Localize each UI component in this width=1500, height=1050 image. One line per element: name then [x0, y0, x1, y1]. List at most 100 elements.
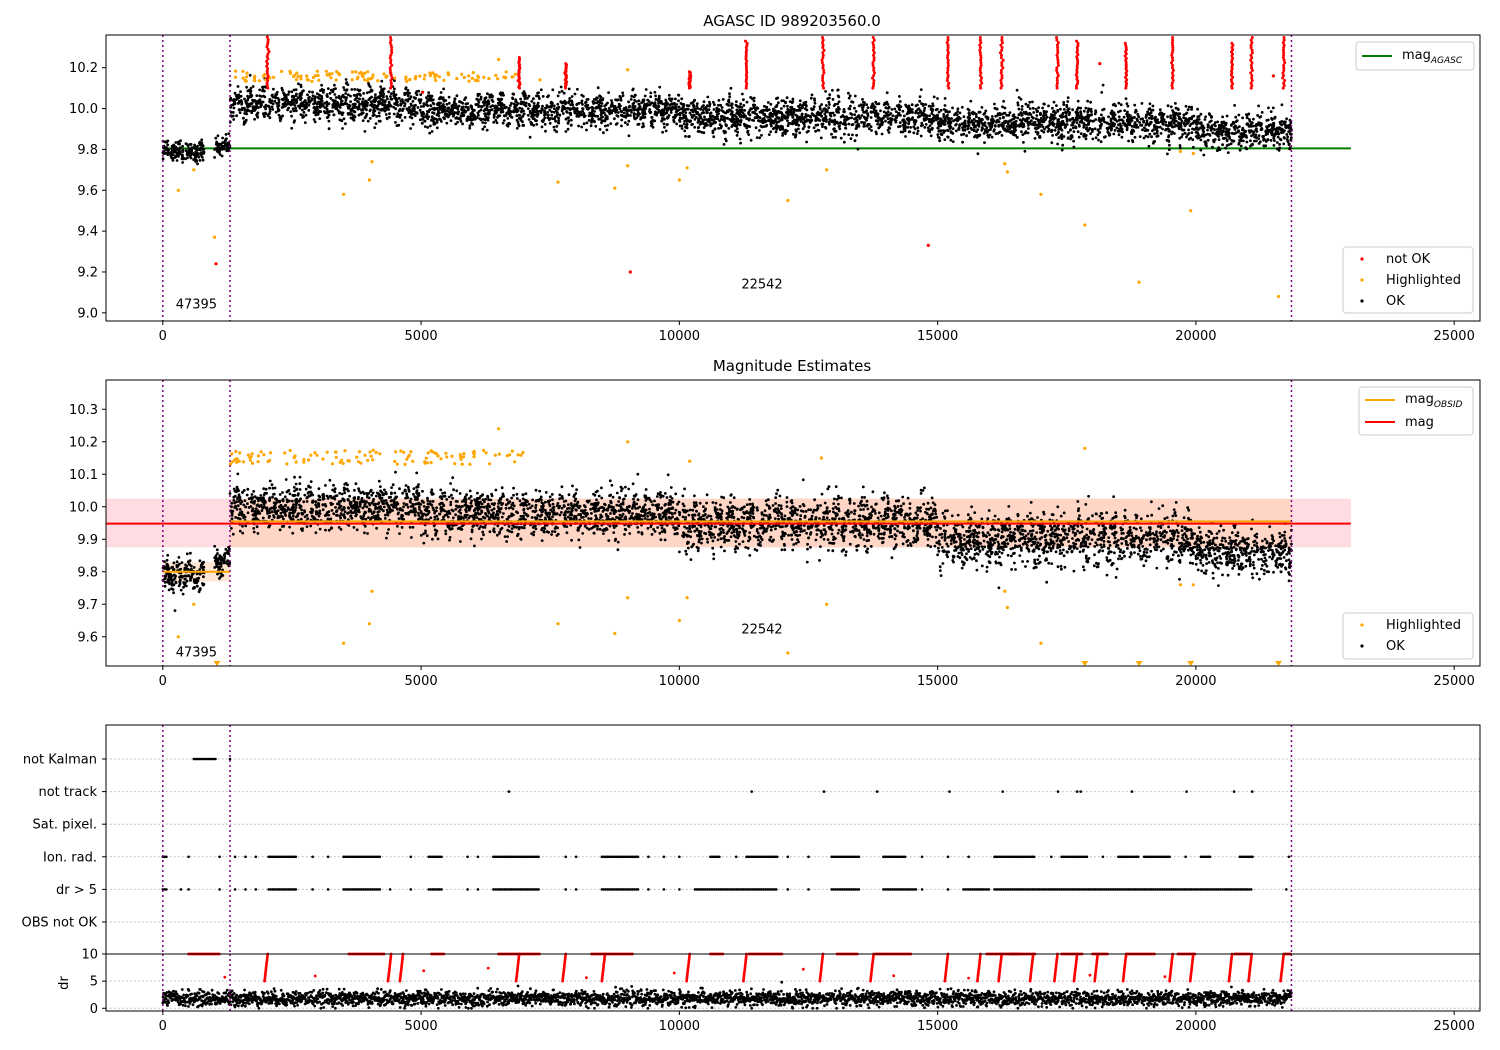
ok-point [684, 117, 688, 120]
ok-point [954, 123, 957, 127]
ok-point [1282, 136, 1286, 140]
ok-point [719, 126, 723, 130]
ok-point [294, 88, 298, 92]
ok-point [1056, 122, 1059, 126]
ok-point [797, 123, 801, 127]
ok-point [824, 90, 827, 93]
ok-point [882, 110, 886, 114]
ok-point [397, 114, 400, 118]
ok-point [784, 100, 787, 104]
ok-point [904, 103, 907, 107]
ok-point [1169, 105, 1173, 109]
ok-point [993, 102, 996, 106]
ok-point [667, 93, 671, 97]
highlighted-point [433, 73, 437, 77]
ok-point [1089, 107, 1093, 111]
highlighted-point [1276, 294, 1281, 299]
ok-point [258, 98, 262, 102]
ok-point [358, 102, 361, 106]
ok-point [313, 110, 317, 114]
ok-point [688, 120, 692, 123]
ok-point [246, 98, 249, 102]
ok-point [499, 93, 503, 97]
ok-point [299, 93, 303, 97]
ok-point [1185, 122, 1189, 126]
highlighted-point [338, 73, 342, 77]
ok-point [1084, 118, 1087, 122]
ok-point [566, 127, 570, 131]
ok-point [943, 97, 947, 100]
ok-point [1258, 121, 1262, 125]
ok-point [430, 130, 434, 133]
ok-point [666, 123, 669, 126]
ok-point [802, 101, 806, 105]
ok-point [1032, 116, 1035, 120]
ok-point [425, 113, 429, 116]
ok-point [677, 105, 681, 109]
ok-point [951, 140, 955, 144]
ok-point [963, 122, 967, 126]
ok-point [226, 149, 230, 153]
ok-point [1032, 111, 1036, 114]
highlighted-point [408, 77, 412, 82]
ok-point [1255, 130, 1259, 133]
ok-point [813, 101, 817, 105]
highlighted-point [1191, 151, 1195, 156]
ok-point [592, 98, 596, 101]
ok-point [181, 153, 184, 157]
ok-point [340, 99, 343, 103]
ok-point [1152, 141, 1155, 145]
ok-point [1079, 106, 1082, 110]
ok-point [637, 102, 641, 106]
ok-point [623, 121, 627, 124]
highlighted-point [294, 78, 299, 82]
ok-point [416, 106, 420, 109]
highlighted-point [192, 168, 196, 172]
ok-point [501, 121, 505, 125]
ok-point [592, 102, 595, 105]
ok-point [181, 156, 184, 160]
ok-point [1024, 112, 1027, 116]
ok-point [374, 99, 377, 102]
ok-point [682, 115, 686, 118]
ok-point [1245, 140, 1249, 144]
ok-point [800, 118, 803, 122]
highlighted-point [296, 74, 300, 79]
ok-point [1158, 125, 1162, 129]
ok-point [289, 110, 293, 113]
ok-point [460, 112, 464, 115]
ok-point [1066, 100, 1070, 103]
ok-point [1001, 105, 1004, 109]
ok-point [606, 124, 610, 127]
ok-point [680, 97, 684, 101]
ok-point [1196, 107, 1199, 111]
ok-point [1211, 131, 1215, 135]
highlighted-point [212, 235, 217, 239]
ok-point [547, 94, 550, 97]
ok-point [1140, 123, 1144, 127]
ok-point [302, 111, 306, 114]
ok-point [859, 103, 863, 107]
ok-point [960, 122, 964, 125]
ok-point [662, 109, 666, 112]
ok-point [1153, 132, 1156, 136]
ok-point [295, 100, 299, 104]
ok-point [1131, 128, 1135, 132]
ok-point [370, 89, 374, 93]
ok-point [1052, 100, 1056, 104]
ok-point [924, 103, 928, 106]
ok-point [991, 121, 995, 125]
ok-point [585, 98, 589, 101]
ok-point [485, 128, 489, 132]
ok-point [1050, 141, 1054, 145]
ok-point [827, 100, 831, 104]
ok-point [1064, 110, 1068, 114]
ok-point [358, 97, 361, 101]
ok-point [693, 125, 697, 129]
ok-point [615, 122, 619, 125]
ok-point [630, 94, 634, 98]
ok-point [1021, 125, 1025, 129]
ok-point [712, 100, 715, 104]
ok-point [585, 128, 588, 132]
ok-point [1231, 139, 1235, 143]
